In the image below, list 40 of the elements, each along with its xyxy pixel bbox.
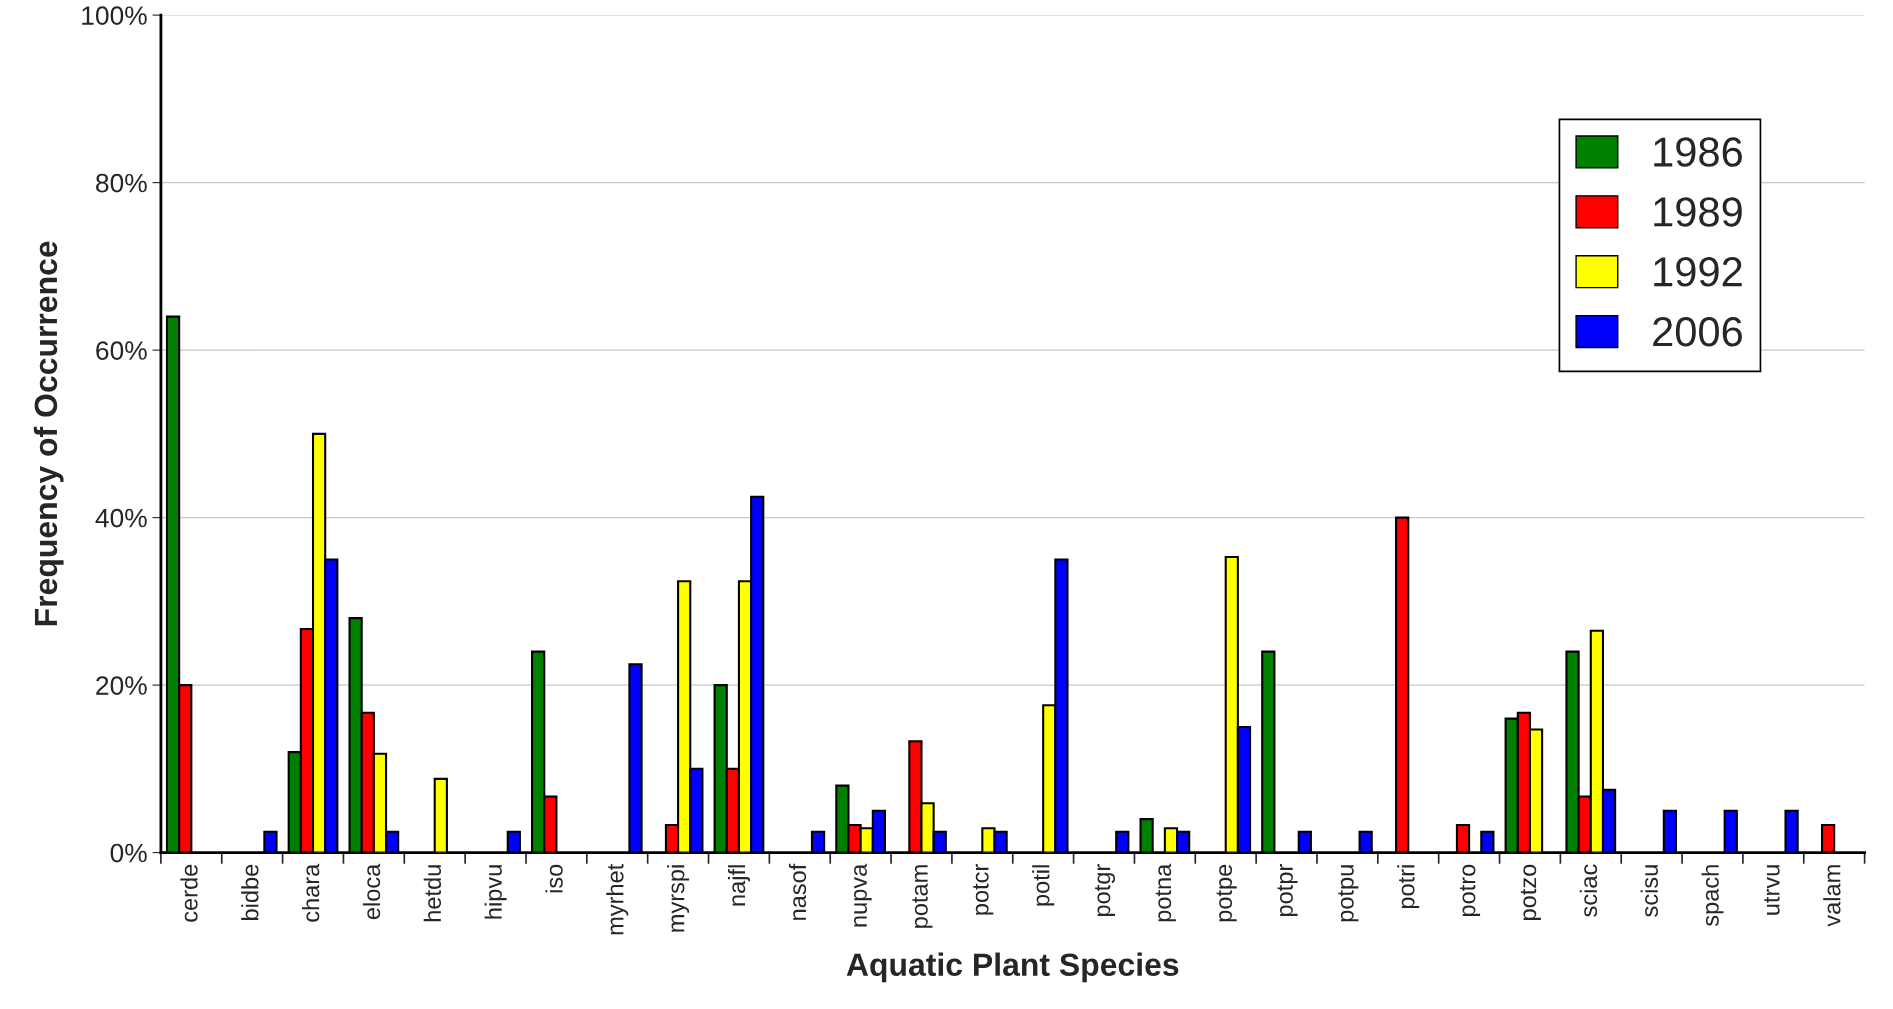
x-tick-label: myrhet bbox=[606, 863, 629, 935]
x-tick-label: chara bbox=[302, 863, 320, 922]
y-tick-label: 20% bbox=[96, 676, 147, 695]
x-tick-label: potna bbox=[1155, 863, 1176, 922]
x-tick-label: potro bbox=[1459, 864, 1481, 916]
x-tick-label: nasof bbox=[788, 863, 807, 920]
x-tick-label: iso bbox=[545, 864, 563, 893]
legend-label: 1989 bbox=[1654, 197, 1742, 227]
x-tick-label: potam bbox=[912, 865, 933, 928]
x-tick-label: bidbe bbox=[241, 864, 259, 920]
y-tick-label: 100% bbox=[82, 6, 147, 25]
legend-label: 1986 bbox=[1654, 137, 1742, 167]
legend-label: 2006 bbox=[1653, 316, 1742, 347]
x-tick-label: scisu bbox=[1640, 865, 1658, 917]
x-tick-label: eloca bbox=[362, 863, 381, 920]
x-axis-title: Aquatic Plant Species bbox=[846, 952, 1179, 983]
y-axis-title: Frequency of Occurrence bbox=[33, 241, 64, 626]
y-tick-label: 0% bbox=[110, 843, 147, 863]
x-tick-label: potpe bbox=[1216, 864, 1237, 922]
x-tick-label: potgr bbox=[1094, 864, 1116, 916]
x-tick-label: potzo bbox=[1520, 864, 1541, 920]
y-tick-label: 80% bbox=[96, 173, 147, 193]
x-tick-label: utrvu bbox=[1764, 865, 1780, 915]
x-tick-label: hetdu bbox=[423, 865, 442, 922]
x-tick-label: potcr bbox=[973, 864, 994, 915]
x-tick-label: potil bbox=[1032, 865, 1055, 906]
x-tick-label: sciac bbox=[1579, 864, 1598, 917]
x-tick-label: spach bbox=[1701, 865, 1724, 927]
x-tick-label: myrspi bbox=[667, 865, 690, 932]
x-tick-label: najfl bbox=[727, 865, 750, 906]
x-tick-label: nupva bbox=[854, 863, 872, 927]
legend-label: 1992 bbox=[1654, 257, 1742, 287]
x-tick-label: hipvu bbox=[484, 865, 507, 919]
y-tick-label: 40% bbox=[95, 508, 147, 528]
x-tick-label: potpr bbox=[1277, 864, 1298, 916]
x-tick-label: potpu bbox=[1338, 865, 1359, 922]
y-tick-label: 60% bbox=[96, 341, 147, 360]
x-tick-label: valam bbox=[1823, 865, 1841, 927]
x-tick-label: cerde bbox=[180, 864, 198, 922]
x-tick-label: potri bbox=[1397, 865, 1420, 909]
